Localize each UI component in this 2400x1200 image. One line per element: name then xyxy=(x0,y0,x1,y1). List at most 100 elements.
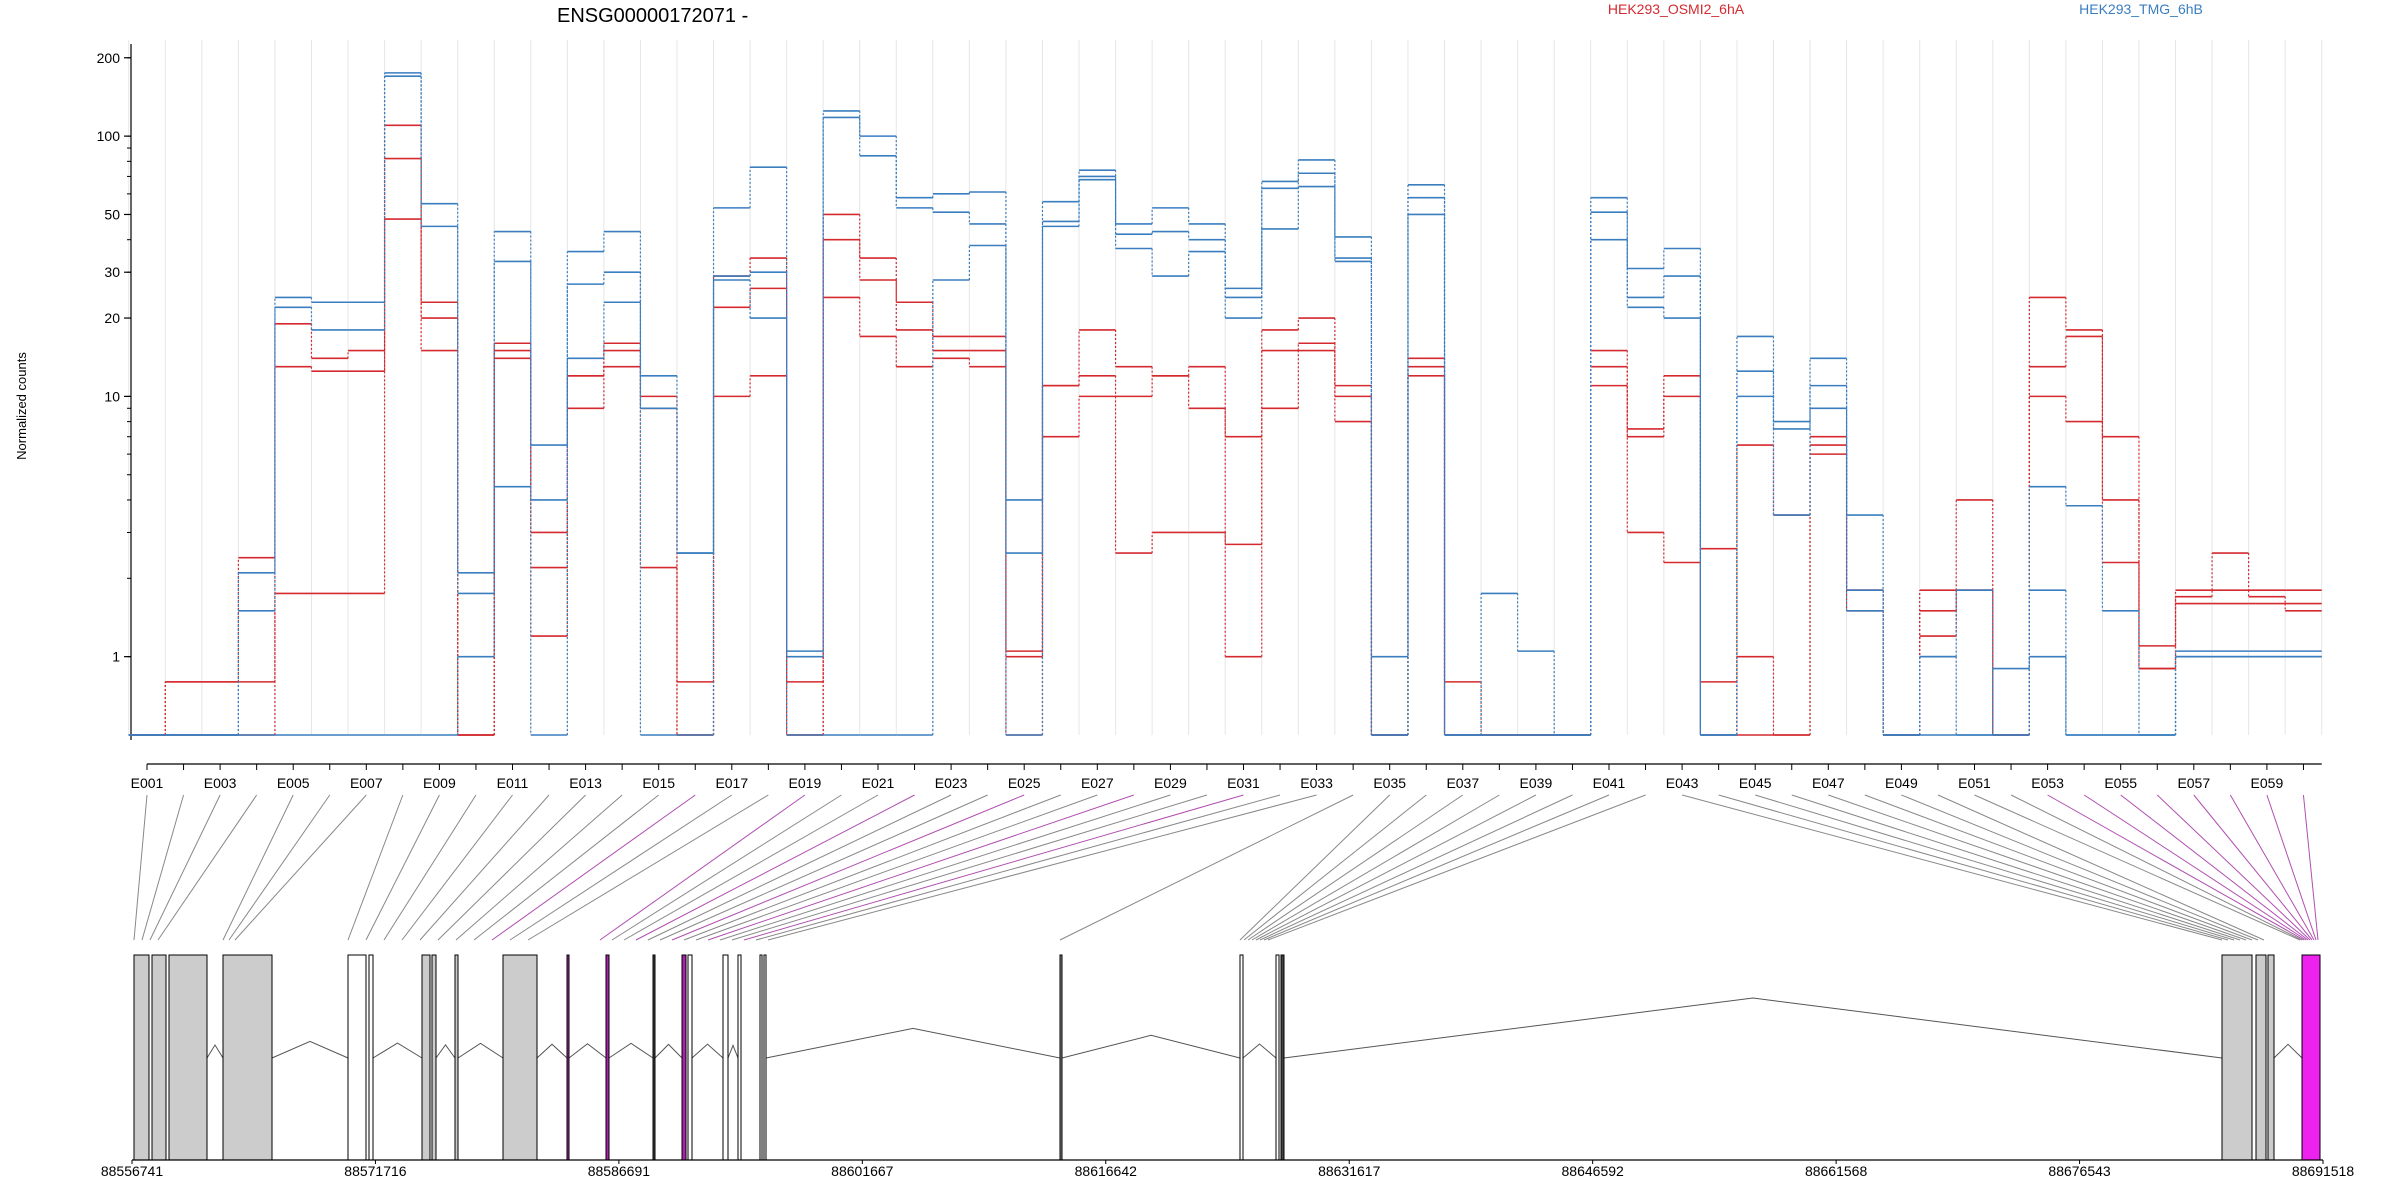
y-axis-label: Normalized counts xyxy=(14,352,29,460)
exon-connector xyxy=(1259,794,1573,941)
intron-line xyxy=(372,1042,423,1059)
genomic-coordinate-axis: 88556741 88571716 88586691 88601667 88616642… xyxy=(101,1159,2355,1179)
intron-line xyxy=(1061,1034,1241,1059)
exon-block xyxy=(1239,954,1244,1161)
exon-block xyxy=(605,954,610,1161)
exon-connector xyxy=(1828,794,2247,941)
exon-block xyxy=(566,954,570,1161)
x-tick-label: E007 xyxy=(350,775,383,791)
gene-model-track xyxy=(133,954,2321,1161)
exon-connector xyxy=(1755,794,2235,941)
exon-connector xyxy=(2302,794,2319,941)
exon-connector xyxy=(1243,794,1427,941)
exon-connector xyxy=(755,794,1281,941)
series-line xyxy=(128,178,2322,736)
x-tick-label: E031 xyxy=(1227,775,1260,791)
x-tick-label: E001 xyxy=(131,775,164,791)
exon-connector xyxy=(1864,794,2253,941)
x-tick-label: E025 xyxy=(1008,775,1041,791)
x-tick-label: E035 xyxy=(1373,775,1406,791)
intron-line xyxy=(568,1043,607,1059)
exon-connector xyxy=(1239,794,1391,941)
exon-block xyxy=(1059,954,1063,1161)
exon-connector xyxy=(141,794,185,941)
exon-connectors xyxy=(133,794,2319,941)
exon-connector xyxy=(527,794,769,941)
x-tick-label: E009 xyxy=(423,775,456,791)
x-tick-label: E055 xyxy=(2104,775,2137,791)
exon-connector xyxy=(635,794,915,941)
x-tick-label: E003 xyxy=(204,775,237,791)
x-tick-label: E019 xyxy=(789,775,822,791)
exon-connector xyxy=(707,794,1135,941)
chart-title: ENSG00000172071 - xyxy=(557,5,748,27)
legend-label-tmg: HEK293_TMG_6hB xyxy=(2079,1,2203,17)
exon-block xyxy=(2221,954,2253,1161)
exon-block xyxy=(2301,954,2321,1161)
intron-line xyxy=(2273,1043,2303,1059)
y-tick-label: 50 xyxy=(104,206,120,222)
exon-block xyxy=(431,954,437,1161)
coordinate-label: 88631617 xyxy=(1318,1163,1381,1179)
coordinate-label: 88616642 xyxy=(1075,1163,1138,1179)
exon-block xyxy=(1280,954,1285,1161)
x-tick-label: E051 xyxy=(1958,775,1991,791)
exon-connector xyxy=(491,794,696,941)
exon-connector xyxy=(1247,794,1464,941)
intron-line xyxy=(654,1043,683,1059)
intron-line xyxy=(727,1044,739,1059)
exon-connector xyxy=(365,794,440,941)
exon-block xyxy=(151,954,167,1161)
x-tick-label: E023 xyxy=(935,775,968,791)
intron-line xyxy=(536,1043,568,1059)
coordinate-label: 88601667 xyxy=(831,1163,894,1179)
y-axis: 1 10 20 30 50 100 200 xyxy=(97,44,132,740)
intron-line xyxy=(691,1043,724,1059)
coordinate-label: 88646592 xyxy=(1562,1163,1625,1179)
x-tick-label: E029 xyxy=(1154,775,1187,791)
coordinate-label: 88676543 xyxy=(2048,1163,2111,1179)
exon-block xyxy=(454,954,459,1161)
exon-connector xyxy=(419,794,550,941)
x-tick-label: E043 xyxy=(1666,775,1699,791)
exon-connector xyxy=(683,794,1061,941)
x-tick-label: E005 xyxy=(277,775,310,791)
coordinate-label: 88661568 xyxy=(1805,1163,1868,1179)
exon-connector xyxy=(659,794,988,941)
exon-connector xyxy=(133,794,148,941)
exon-connector xyxy=(149,794,221,941)
exon-connector xyxy=(671,794,1025,941)
exon-block xyxy=(737,954,742,1161)
coordinate-label: 88586691 xyxy=(588,1163,651,1179)
exon-block xyxy=(168,954,208,1161)
x-tick-label: E053 xyxy=(2031,775,2064,791)
coordinate-label: 88691518 xyxy=(2292,1163,2355,1179)
exon-block xyxy=(421,954,431,1161)
y-tick-label: 200 xyxy=(97,50,121,66)
x-tick-label: E027 xyxy=(1081,775,1114,791)
exon-connector xyxy=(222,794,294,941)
exon-connector xyxy=(383,794,477,941)
exon-block xyxy=(502,954,538,1161)
exon-block xyxy=(368,954,374,1161)
x-tick-label: E021 xyxy=(862,775,895,791)
coordinate-label: 88556741 xyxy=(101,1163,164,1179)
legend-label-osmi2: HEK293_OSMI2_6hA xyxy=(1608,1,1745,17)
exon-connector xyxy=(1937,794,2265,941)
x-tick-label: E015 xyxy=(642,775,675,791)
exon-connector xyxy=(1059,794,1354,941)
exon-connector xyxy=(234,794,367,941)
intron-line xyxy=(1283,997,2223,1059)
exon-connector xyxy=(1255,794,1537,941)
exon-connector xyxy=(509,794,733,941)
x-tick-label: E011 xyxy=(497,775,529,791)
exon-connector xyxy=(1901,794,2259,941)
exon-connector xyxy=(599,794,806,941)
exon-block xyxy=(1275,954,1280,1161)
exon-connector xyxy=(157,794,258,941)
exon-connector xyxy=(2266,794,2317,941)
exon-connector xyxy=(743,794,1244,941)
intron-line xyxy=(1242,1043,1277,1059)
exon-connector xyxy=(473,794,660,941)
